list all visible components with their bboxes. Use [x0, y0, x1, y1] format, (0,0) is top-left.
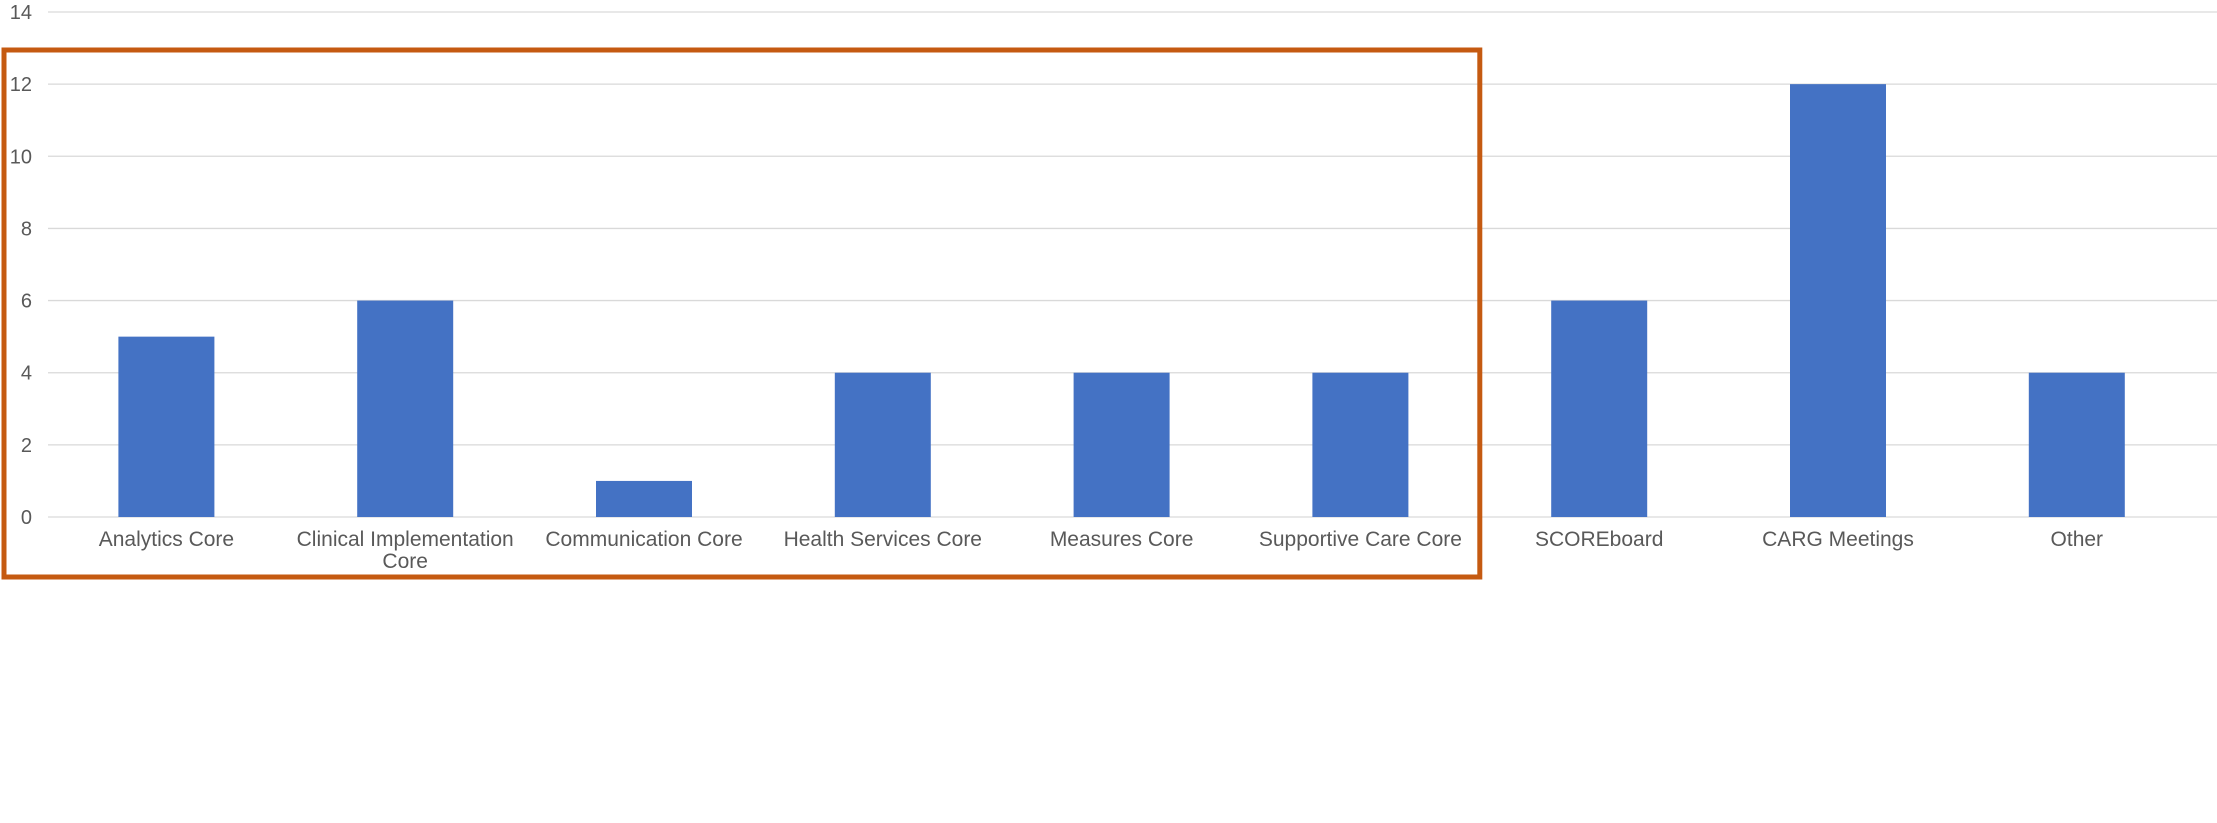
y-tick-label: 12	[10, 74, 32, 96]
highlight-box	[1, 47, 1483, 580]
y-tick-label: 14	[10, 2, 32, 24]
y-tick-label: 0	[21, 507, 32, 529]
x-tick-label: Health Services Core	[784, 528, 982, 551]
bar	[1073, 372, 1170, 517]
bar	[1312, 372, 1409, 517]
y-tick-label: 8	[21, 218, 32, 240]
y-tick-label: 6	[21, 291, 32, 313]
y-tick-label: 10	[10, 146, 32, 168]
x-tick-label: Other	[2051, 528, 2104, 551]
bar	[1551, 300, 1648, 517]
bar	[596, 480, 692, 517]
bar	[834, 372, 931, 517]
bar	[118, 336, 215, 517]
bars	[118, 84, 2125, 518]
highlight-group	[1, 47, 1483, 580]
x-tick-label: Supportive Care Core	[1259, 528, 1462, 551]
bar	[2028, 372, 2125, 517]
y-tick-label: 4	[21, 363, 32, 385]
x-tick-label: Clinical Implementation Core	[297, 528, 514, 573]
y-tick-label: 2	[21, 435, 32, 457]
x-tick-label: SCOREboard	[1535, 528, 1663, 551]
bar	[357, 300, 454, 517]
x-tick-label: Analytics Core	[99, 528, 234, 551]
y-axis-ticks: 0 2 4 6 8 10 12 14	[10, 2, 32, 529]
x-tick-label: CARG Meetings	[1762, 528, 1914, 551]
x-axis-labels: Analytics Core Clinical Implementation Cor…	[99, 528, 2103, 573]
x-tick-label: Measures Core	[1050, 528, 1194, 551]
bar	[1790, 84, 1886, 518]
x-tick-label: Communication Core	[545, 528, 742, 551]
